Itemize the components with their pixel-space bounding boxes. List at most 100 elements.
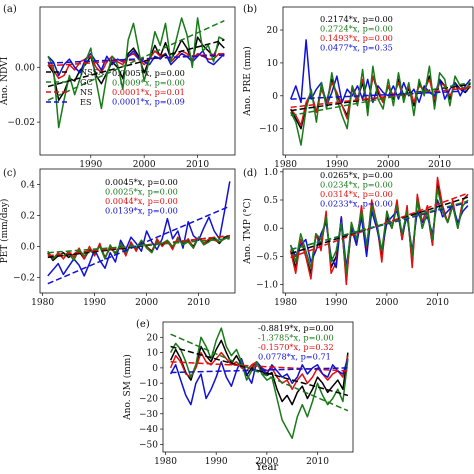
x-tick-label: 2010 (426, 298, 449, 308)
trend-annotation: 0.0025*x, p=0.00 (105, 187, 178, 197)
x-tick-label: 1990 (325, 298, 348, 308)
series-line-nssa (290, 75, 471, 130)
y-tick-label: 1.0 (264, 168, 279, 178)
legend-label-gc: GC (80, 77, 93, 87)
series-line-es (47, 50, 225, 77)
axes-frame (282, 168, 474, 294)
y-tick-label: 0 (272, 92, 278, 102)
y-tick-label: −0.02 (7, 118, 35, 128)
x-tick-label: 1990 (83, 298, 106, 308)
trend-annotation: 0.0233*x, p=0.00 (320, 199, 393, 209)
y-tick-label: −0.5 (256, 252, 278, 262)
trend-line-es (47, 54, 225, 64)
y-tick-label: 0 (152, 364, 158, 374)
y-tick-label: 20 (267, 26, 279, 36)
trend-annotation: -0.1570*x, p=0.32 (258, 342, 334, 352)
x-tick-label: 2000 (375, 298, 398, 308)
trend-annotation: 0.0001*x, p=0.01 (112, 87, 185, 97)
trend-line-gc (290, 81, 471, 117)
y-tick-label: 0.5 (264, 196, 279, 206)
panel-label: (d) (243, 168, 257, 179)
trend-annotation: 0.1493*x, p=0.00 (320, 33, 393, 43)
trend-annotation: -1.3785*x, p=0.00 (258, 333, 334, 343)
y-axis-label: PET (mm/day) (0, 199, 10, 264)
y-tick-label: 10 (267, 59, 279, 69)
axes-frame (39, 6, 236, 156)
trend-line-ns (290, 86, 471, 109)
series-group (47, 181, 231, 285)
axes-frame (39, 168, 236, 294)
y-axis-label: Ano. TMP (°C) (242, 198, 253, 265)
y-tick-label: −40 (139, 425, 158, 435)
series-group (289, 176, 469, 286)
series-line-es (169, 357, 349, 406)
y-tick-label: 0.2 (21, 212, 35, 222)
panel-3: 1980 1990 2000 2010 −1.0 −0.5 0.0 0.5 1.0 Ano. TM… (242, 168, 474, 308)
y-tick-label: −10 (259, 125, 278, 135)
panel-label: (a) (3, 4, 17, 15)
y-tick-label: 0.00 (15, 63, 35, 73)
trend-line-es (170, 367, 348, 374)
legend-label-es: ES (80, 97, 92, 107)
trend-annotation: 0.0044*x, p=0.00 (105, 196, 178, 206)
series-group (169, 327, 349, 439)
x-tick-label: 1980 (274, 298, 297, 308)
panel-0: 1990 2000 2010 −0.02 0.00 Ano. NDVI (a) 0.0005*… (0, 4, 236, 170)
legend-label-ns: NS (80, 87, 93, 97)
x-tick-label: 1990 (79, 160, 102, 170)
y-tick-label: −20 (139, 394, 158, 404)
trend-line-gc (47, 20, 225, 101)
panel-label: (b) (243, 4, 257, 15)
trend-annotation: 0.0234*x, p=0.00 (320, 180, 393, 190)
trend-annotation: 0.0265*x, p=0.00 (320, 170, 393, 180)
y-tick-label: −0.2 (13, 274, 35, 284)
x-tick-label: 2000 (133, 160, 156, 170)
y-tick-label: −10 (139, 379, 158, 389)
x-tick-label: 1980 (274, 160, 297, 170)
y-tick-label: 20 (147, 333, 159, 343)
series-line-gc (289, 187, 469, 275)
y-axis-label: Ano. SM (mm) (122, 354, 133, 421)
panel-4: 1980 1990 2000 2010 −50 −40 −30 −20 −10 0 10 20 Ano.… (122, 319, 354, 467)
x-tick-label: 2010 (186, 160, 209, 170)
y-tick-label: 10 (147, 349, 159, 359)
series-group (290, 39, 471, 146)
trend-line-nssa (47, 39, 225, 88)
trend-line-gc (47, 238, 230, 254)
axes-frame (282, 6, 474, 156)
x-tick-label: 1990 (205, 457, 228, 467)
y-axis-label: Ano. PRE (mm) (242, 46, 253, 117)
x-tick-label: 2000 (255, 457, 278, 467)
series-line-gc (169, 327, 349, 439)
trend-annotation: 0.0009*x, p=0.00 (112, 78, 185, 88)
trend-line-es (290, 90, 471, 100)
trend-annotation: 0.0005*x, p=0.00 (112, 68, 185, 78)
y-tick-label: −50 (139, 440, 158, 450)
y-tick-label: 0.0 (264, 224, 279, 234)
y-axis-label: Ano. NDVI (0, 56, 10, 106)
trend-annotation: 0.0477*x, p=0.35 (320, 43, 393, 53)
trend-line-nssa (47, 234, 230, 259)
series-line-gc (290, 65, 471, 146)
trend-annotation: 0.0139*x, p=0.00 (105, 206, 178, 216)
trend-annotation: 0.0001*x, p=0.09 (112, 97, 185, 107)
trend-line-es (47, 205, 231, 285)
trend-annotation: -0.8819*x, p=0.00 (258, 323, 334, 333)
trend-annotation: 0.2174*x, p=0.00 (320, 14, 393, 24)
trend-annotation: 0.2724*x, p=0.00 (320, 24, 393, 34)
trend-line-nssa (170, 345, 349, 397)
y-tick-label: −1.0 (256, 281, 278, 291)
x-tick-label: 1980 (31, 298, 54, 308)
trend-line-gc (290, 200, 469, 251)
axes-frame (162, 321, 354, 453)
trend-line-gc (170, 333, 349, 412)
panel-label: (c) (3, 168, 17, 179)
x-tick-label: 2010 (306, 457, 329, 467)
x-tick-label: 2010 (187, 298, 210, 308)
panel-label: (e) (136, 319, 150, 330)
panel-2: 1980 1990 2000 2010 −0.2 0.0 0.2 0.4 PET (mm/day… (0, 168, 236, 308)
trend-line-ns (170, 361, 348, 372)
panel-1: 1980 1990 2000 2010 −10 0 10 20 Ano. PRE (mm) (b)… (242, 4, 474, 170)
y-tick-label: 0.0 (21, 243, 36, 253)
